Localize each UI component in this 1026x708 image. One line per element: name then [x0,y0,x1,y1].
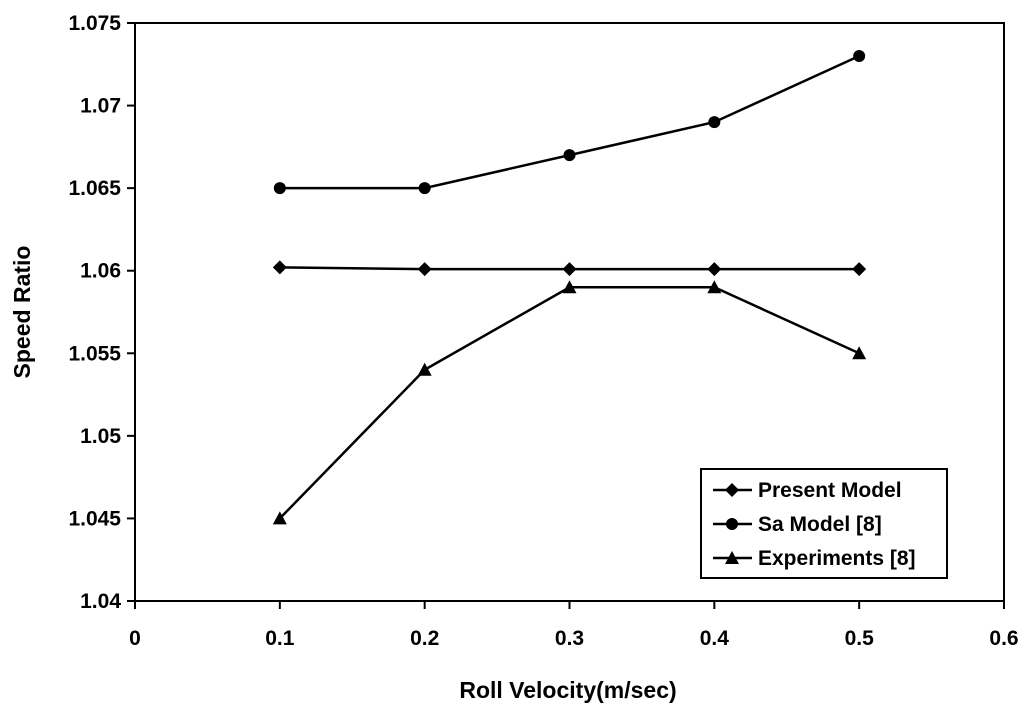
legend-marker [726,518,738,530]
data-point [417,362,432,376]
data-point [272,511,287,525]
y-tick-label: 1.055 [68,342,121,365]
data-point [707,280,722,294]
y-tick-label: 1.065 [68,177,121,200]
series-line [279,54,860,190]
x-tick-label: 0.4 [700,627,730,650]
x-axis: 0 0.1 0.2 0.3 0.4 0.5 0.6 [129,601,1019,650]
y-tick-label: 1.045 [68,507,121,530]
y-tick-label: 1.075 [68,12,121,35]
legend-marker [725,551,739,564]
x-tick-label: 0.6 [989,627,1018,650]
y-tick-label: 1.04 [80,590,121,613]
data-point [853,50,866,63]
x-tick-label: 0.3 [555,627,584,650]
data-point [272,260,287,275]
x-tick-label: 0 [129,627,141,650]
legend-item-sa-model-8: Sa Model [8] [713,513,882,536]
y-tick-label: 1.05 [80,425,121,448]
x-axis-title: Roll Velocity(m/sec) [459,677,676,703]
legend-marker [725,483,739,497]
series-layer [272,50,867,525]
data-point [852,262,867,277]
data-point [852,346,867,360]
data-point [562,262,577,277]
series-sa-model-8 [273,50,866,195]
series-experiments-8 [272,280,867,525]
legend-label: Present Model [758,479,902,502]
x-tick-label: 0.2 [410,627,439,650]
legend-entries: Present Model Sa Model [8] Experiments [8] [713,479,916,570]
x-tick-label: 0.1 [265,627,295,650]
legend-item-experiments-8: Experiments [8] [713,547,916,570]
data-point [707,262,722,277]
data-point [562,280,577,294]
legend-label: Sa Model [8] [758,513,882,536]
y-tick-label: 1.06 [80,260,121,283]
data-point [417,262,432,277]
data-point [563,149,576,162]
data-point [708,116,721,129]
legend: Present Model Sa Model [8] Experiments [8] [700,468,948,579]
x-tick-label: 0.5 [845,627,875,650]
data-point [273,182,286,195]
y-tick-label: 1.07 [80,95,121,118]
legend-label: Experiments [8] [758,547,916,570]
data-point [418,182,431,195]
y-axis: 1.04 1.045 1.05 1.055 1.06 1.065 1.07 1.075 [68,12,135,613]
y-axis-title: Speed Ratio [9,246,35,379]
series-present-model [272,260,867,277]
legend-item-present-model: Present Model [713,479,902,502]
